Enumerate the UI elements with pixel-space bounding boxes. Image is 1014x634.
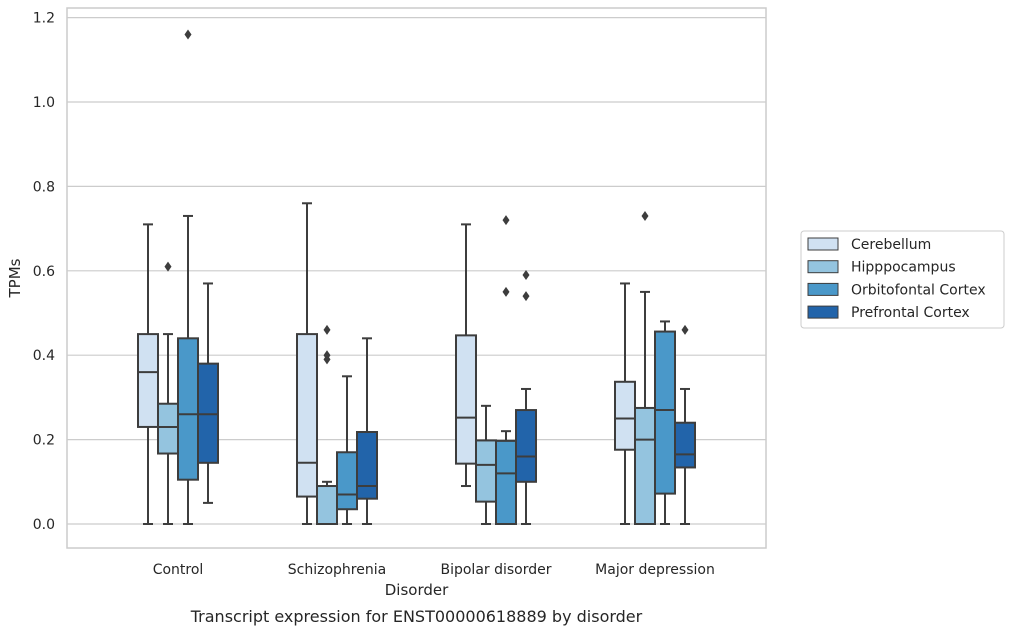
- x-tick-label: Bipolar disorder: [440, 562, 551, 578]
- box-body: [177, 337, 199, 481]
- box-body: [356, 431, 378, 500]
- y-tick-label: 0.6: [33, 264, 55, 280]
- x-axis-title: Disorder: [385, 581, 449, 599]
- y-tick-label: 0.0: [33, 517, 55, 533]
- legend: Cerebellum Hipppocampus Orbitofontal Corte…: [800, 230, 1005, 329]
- box-body: [336, 451, 358, 511]
- box-3-2: [515, 270, 537, 525]
- x-tick-label: Schizophrenia: [288, 562, 386, 578]
- box-body: [654, 330, 676, 495]
- y-tick-labels: 0.0 0.2 0.4 0.6 0.8 1.0 1.2: [33, 11, 55, 533]
- outlier-point: [681, 324, 689, 335]
- outlier-point: [164, 261, 172, 272]
- outlier-point: [502, 286, 510, 297]
- outlier-point: [323, 350, 331, 361]
- box-1-2: [475, 404, 497, 525]
- boxes: [137, 29, 696, 526]
- x-tick-labels: Control Schizophrenia Bipolar disorder Majo…: [153, 562, 715, 578]
- box-body: [296, 333, 318, 498]
- box-3-1: [356, 337, 378, 525]
- x-tick-label: Major depression: [595, 562, 715, 578]
- legend-swatch: [807, 237, 839, 251]
- box-0-1: [296, 202, 318, 525]
- outlier-point: [184, 29, 192, 40]
- legend-swatch: [807, 260, 839, 274]
- box-body: [157, 402, 179, 455]
- outlier-point: [522, 291, 530, 302]
- box-0-0: [137, 223, 159, 525]
- box-3-0: [197, 282, 219, 504]
- box-body: [495, 439, 517, 525]
- legend-swatch: [807, 305, 839, 319]
- x-tick-label: Control: [153, 562, 204, 578]
- legend-label: Hipppocampus: [851, 260, 956, 276]
- chart-caption: Transcript expression for ENST0000061888…: [190, 607, 643, 626]
- y-axis-title: TPMs: [6, 258, 24, 298]
- outlier-point: [522, 270, 530, 281]
- outlier-point: [502, 215, 510, 226]
- box-3-3: [674, 324, 696, 525]
- y-tick-label: 0.4: [33, 348, 55, 364]
- box-body: [674, 421, 696, 469]
- box-body: [316, 485, 338, 525]
- y-tick-label: 0.8: [33, 179, 55, 195]
- box-body: [455, 334, 477, 465]
- legend-label: Cerebellum: [851, 237, 931, 253]
- box-body: [614, 380, 636, 451]
- legend-label: Prefrontal Cortex: [851, 305, 970, 321]
- box-body: [137, 333, 159, 428]
- legend-swatch: [807, 282, 839, 296]
- box-body: [197, 362, 219, 464]
- y-tick-label: 1.2: [33, 11, 55, 27]
- box-1-0: [157, 261, 179, 525]
- y-tick-label: 1.0: [33, 95, 55, 111]
- legend-label: Orbitofontal Cortex: [851, 282, 986, 298]
- y-tick-label: 0.2: [33, 433, 55, 449]
- box-body: [475, 439, 497, 503]
- plot-frame: [66, 7, 767, 549]
- outlier-point: [323, 324, 331, 335]
- box-0-2: [455, 223, 477, 488]
- box-2-3: [654, 320, 676, 525]
- box-body: [634, 406, 656, 526]
- outlier-point: [641, 210, 649, 221]
- legend-frame: [800, 230, 1005, 329]
- box-body: [515, 409, 537, 483]
